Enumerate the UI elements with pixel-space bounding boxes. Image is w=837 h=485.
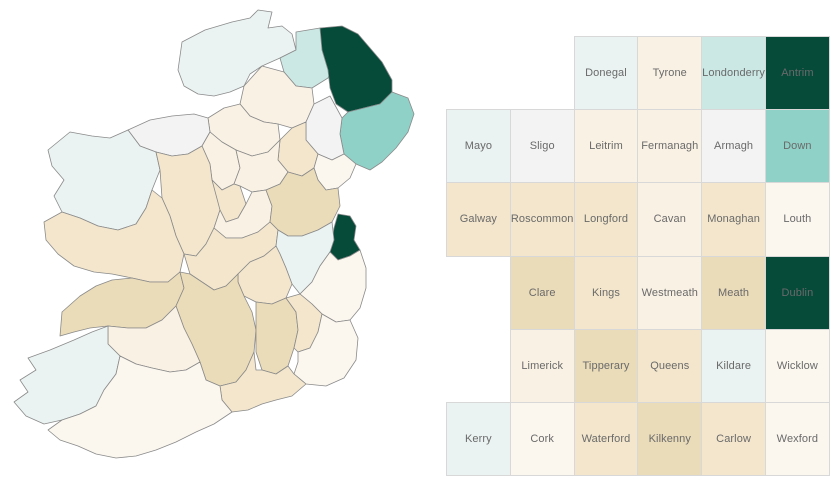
tile-wexford[interactable]: Wexford — [765, 402, 830, 477]
tile-label: Wicklow — [776, 359, 818, 372]
tile-roscommon[interactable]: Roscommon — [509, 182, 575, 257]
tile-donegal[interactable]: Donegal — [573, 36, 639, 111]
tile-antrim[interactable]: Antrim — [765, 36, 830, 111]
tile-label: Clare — [528, 286, 556, 299]
county-cork[interactable] — [47, 355, 233, 459]
tile-meath[interactable]: Meath — [701, 255, 766, 330]
tile-label: Roscommon — [510, 213, 574, 226]
ireland-county-map — [13, 9, 415, 459]
tile-label: Down — [783, 140, 812, 153]
tile-sligo[interactable]: Sligo — [509, 109, 575, 184]
county-galway[interactable] — [43, 189, 185, 283]
tile-longford[interactable]: Longford — [573, 182, 639, 257]
tile-clare[interactable]: Clare — [509, 255, 575, 330]
tile-label: Longford — [583, 213, 629, 226]
tile-label: Kerry — [465, 433, 492, 446]
tile-label: Galway — [459, 213, 498, 226]
tile-label: Armagh — [714, 140, 754, 153]
tile-label: Westmeath — [641, 286, 698, 299]
tile-kildare[interactable]: Kildare — [701, 328, 766, 403]
county-waterford[interactable] — [219, 351, 307, 413]
county-wexford[interactable] — [293, 313, 359, 387]
tile-limerick[interactable]: Limerick — [509, 328, 575, 403]
tile-mayo[interactable]: Mayo — [446, 109, 511, 184]
tile-label: Antrim — [781, 67, 814, 80]
tile-tipperary[interactable]: Tipperary — [573, 328, 639, 403]
tile-tyrone[interactable]: Tyrone — [637, 36, 703, 111]
tile-label: Louth — [783, 213, 812, 226]
tile-label: Londonderry — [702, 67, 766, 80]
tile-label: Dublin — [781, 286, 814, 299]
tile-label: Carlow — [716, 433, 751, 446]
tile-label: Queens — [650, 359, 690, 372]
tile-label: Waterford — [581, 433, 631, 446]
tile-kerry[interactable]: Kerry — [446, 402, 511, 477]
tile-down[interactable]: Down — [765, 109, 830, 184]
tile-cavan[interactable]: Cavan — [637, 182, 703, 257]
tile-londonderry[interactable]: Londonderry — [701, 36, 766, 111]
tile-label: Fermanagh — [641, 140, 699, 153]
tile-label: Limerick — [521, 359, 564, 372]
tile-carlow[interactable]: Carlow — [701, 402, 766, 477]
tile-armagh[interactable]: Armagh — [701, 109, 766, 184]
tile-kings[interactable]: Kings — [573, 255, 639, 330]
tile-label: Tipperary — [582, 359, 630, 372]
tile-dublin[interactable]: Dublin — [765, 255, 830, 330]
tile-waterford[interactable]: Waterford — [573, 402, 639, 477]
tile-label: Kildare — [716, 359, 752, 372]
tile-label: Sligo — [529, 140, 555, 153]
tile-label: Mayo — [464, 140, 493, 153]
tile-fermanagh[interactable]: Fermanagh — [637, 109, 703, 184]
tile-label: Leitrim — [589, 140, 623, 153]
county-kilkenny[interactable] — [255, 297, 299, 375]
tile-leitrim[interactable]: Leitrim — [573, 109, 639, 184]
tile-louth[interactable]: Louth — [765, 182, 830, 257]
tile-monaghan[interactable]: Monaghan — [701, 182, 766, 257]
tile-label: Cork — [530, 433, 554, 446]
tile-label: Cavan — [653, 213, 686, 226]
tile-galway[interactable]: Galway — [446, 182, 511, 257]
tile-label: Kilkenny — [648, 433, 691, 446]
tile-kilkenny[interactable]: Kilkenny — [637, 402, 703, 477]
tile-queens[interactable]: Queens — [637, 328, 703, 403]
tile-label: Meath — [718, 286, 750, 299]
tile-westmeath[interactable]: Westmeath — [637, 255, 703, 330]
tile-label: Kings — [591, 286, 620, 299]
tile-wicklow[interactable]: Wicklow — [765, 328, 830, 403]
tile-label: Monaghan — [707, 213, 760, 226]
tile-label: Donegal — [585, 67, 627, 80]
tile-label: Tyrone — [652, 67, 687, 80]
tile-cork[interactable]: Cork — [509, 402, 575, 477]
tile-label: Wexford — [776, 433, 819, 446]
